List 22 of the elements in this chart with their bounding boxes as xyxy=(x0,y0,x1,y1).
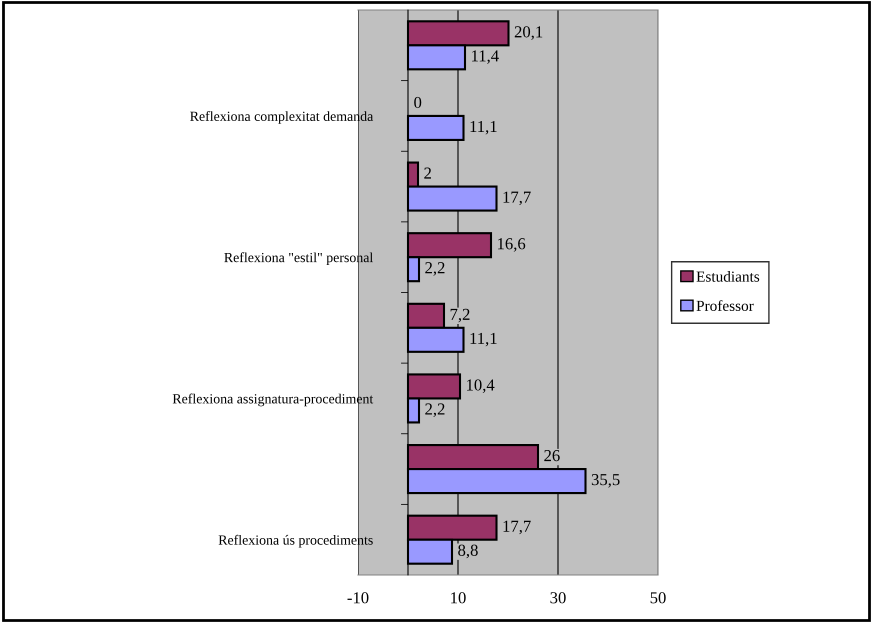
data-label: 11,1 xyxy=(470,120,497,135)
legend-label: Estudiants xyxy=(696,271,760,282)
x-tick-label: 30 xyxy=(550,592,566,604)
data-label: 8,8 xyxy=(458,544,478,558)
data-label: 26 xyxy=(544,450,560,462)
data-label: 7,2 xyxy=(450,308,470,322)
x-tick-label: -10 xyxy=(348,592,368,604)
data-label: 0 xyxy=(414,96,422,108)
data-label: 20,1 xyxy=(514,26,542,40)
data-label: 17,7 xyxy=(504,520,531,534)
data-label: 17,7 xyxy=(504,192,531,206)
legend-label: Professor xyxy=(696,300,754,311)
data-label: 11,1 xyxy=(470,332,497,346)
x-tick-label: 10 xyxy=(451,592,466,604)
data-label: 35,5 xyxy=(592,474,620,488)
data-label: 2,2 xyxy=(425,403,444,418)
data-label: 11,4 xyxy=(472,50,499,64)
data-label: 2,2 xyxy=(425,262,444,276)
x-tick-label: 50 xyxy=(650,592,666,604)
data-label: 10,4 xyxy=(467,379,494,393)
data-label: 16,6 xyxy=(498,238,526,252)
data-label: 2 xyxy=(424,168,431,179)
